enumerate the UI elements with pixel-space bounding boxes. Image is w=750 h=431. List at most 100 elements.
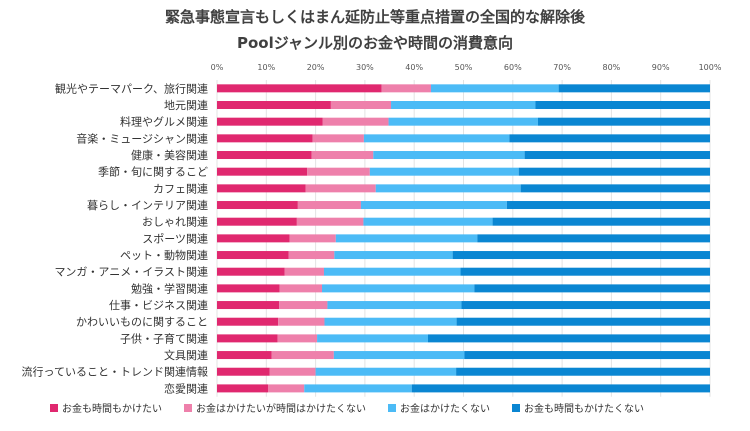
bar-segment-3 [373,151,525,160]
bar-segment-1 [217,234,290,243]
x-tick-label: 40% [405,63,423,72]
bar-segment-2 [322,117,389,126]
bar-segment-3 [315,367,457,376]
bar-segment-2 [284,267,324,276]
legend-swatch [512,403,520,412]
chart-title: 緊急事態宣言もしくはまん延防止等重点措置の全国的な解除後 [164,8,585,26]
bar-segment-2 [307,167,370,176]
bar-segment-4 [411,384,710,393]
bar-segment-1 [217,217,297,226]
bar-segment-4 [509,134,710,143]
x-tick-label: 10% [257,63,275,72]
category-label: おしゃれ関連 [142,215,208,229]
legend-item: お金も時間もかけたい [50,400,162,415]
bar-segment-4 [537,117,710,126]
x-tick-label: 70% [553,63,571,72]
bar-segment-4 [535,101,710,110]
bar-segment-4 [506,201,710,210]
category-label: 勉強・学習関連 [131,281,208,295]
category-label: カフェ関連 [153,181,208,195]
bar-segment-4 [520,184,710,193]
category-label: 子供・子育て関連 [120,331,208,345]
bar-segment-1 [217,101,331,110]
bar-segment-1 [217,284,280,293]
bar-segment-1 [217,184,306,193]
chart-subtitle: Poolジャンル別のお金や時間の消費意向 [237,34,513,52]
bar-segment-4 [518,167,710,176]
bar-segment-3 [369,167,519,176]
bar-segment-2 [271,351,334,360]
category-label: 季節・旬に関するこど [98,165,208,179]
bar-segment-4 [524,151,710,160]
x-tick-label: 80% [603,63,621,72]
category-label: ペット・動物関連 [120,248,208,262]
bar-segment-2 [268,384,305,393]
category-label: スポーツ関連 [142,231,208,245]
x-tick-label: 50% [455,63,473,72]
bar-segment-2 [279,301,328,310]
bar-segment-1 [217,251,289,260]
bar-segment-2 [278,317,325,326]
legend-swatch [50,403,58,412]
bar-segment-3 [323,267,461,276]
bar-segment-4 [428,334,710,343]
x-tick-label: 20% [307,63,325,72]
bar-segment-2 [279,284,323,293]
category-label: 恋愛関連 [164,381,208,395]
bar-segment-3 [333,351,465,360]
bar-segment-3 [317,334,429,343]
bar-segment-1 [217,84,382,93]
bar-segment-3 [335,234,478,243]
bar-segment-1 [217,301,280,310]
legend-label: お金はかけたくない [400,404,490,415]
bar-segment-4 [456,367,710,376]
bar-segment-3 [363,217,493,226]
bar-segment-4 [456,317,710,326]
bar-segment-2 [381,84,431,93]
bar-segment-4 [460,267,710,276]
category-label: マンガ・アニメ・イラスト関連 [54,265,208,279]
bar-segment-3 [360,201,507,210]
category-label: 地元関連 [164,98,208,112]
x-tick-label: 100% [699,63,722,72]
bar-segment-3 [388,117,538,126]
legend-label: お金も時間もかけたい [62,404,162,415]
bar-segment-1 [217,351,272,360]
bar-segment-3 [327,301,462,310]
legend-swatch [388,403,396,412]
legend-label: お金はかけたいが時間はかけたくない [196,404,366,415]
bar-segment-1 [217,151,312,160]
category-label: 文具関連 [164,348,208,362]
bar-segment-3 [322,284,475,293]
bar-segment-4 [464,351,710,360]
bar-segment-3 [391,101,536,110]
bar-segment-4 [477,234,710,243]
bar-segment-2 [330,101,392,110]
bar-segment-2 [289,234,336,243]
legend-swatch [184,403,192,412]
bar-segment-2 [269,367,316,376]
bar-segment-2 [305,184,376,193]
bar-segment-1 [217,384,269,393]
bar-segment-4 [474,284,710,293]
bar-segment-3 [363,134,510,143]
bar-segment-1 [217,367,270,376]
bar-segment-2 [277,334,318,343]
bar-segment-4 [452,251,710,260]
category-label: 健康・美容関連 [131,148,208,162]
bar-segment-2 [288,251,335,260]
bar-segment-4 [461,301,710,310]
bar-segment-3 [304,384,412,393]
category-label: 観光やテーマパーク、旅行関連 [55,81,208,95]
x-tick-label: 60% [504,63,522,72]
x-tick-label: 30% [356,63,374,72]
legend-item: お金も時間もかけたくない [512,400,644,415]
legend-item: お金はかけたいが時間はかけたくない [184,400,366,415]
category-label: 仕事・ビジネス関連 [109,298,208,312]
bar-segment-1 [217,117,323,126]
category-label: かわいいものに関すること [76,316,208,329]
bar-segment-3 [430,84,559,93]
category-label: 料理やグルメ関連 [120,115,208,129]
bar-segment-2 [296,217,364,226]
